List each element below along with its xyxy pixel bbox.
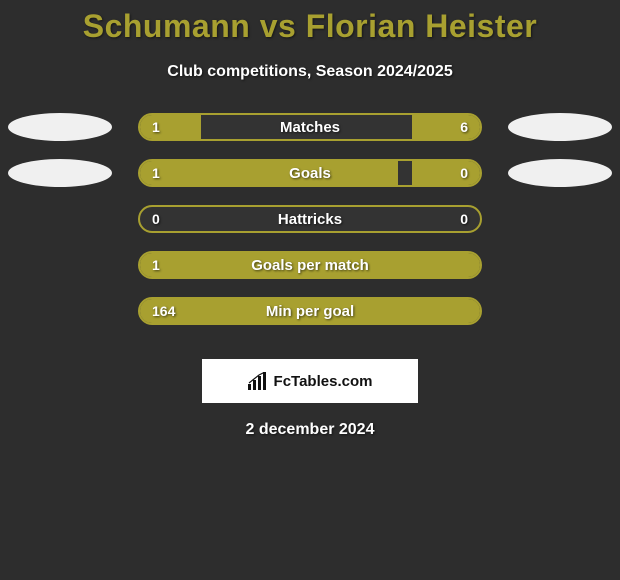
stat-row: Min per goal164	[0, 297, 620, 343]
stat-value-right: 0	[460, 207, 468, 231]
stat-value-left: 164	[152, 299, 175, 323]
stat-bar: Goals1 0	[138, 159, 482, 187]
page-subtitle: Club competitions, Season 2024/2025	[0, 63, 620, 81]
stat-label: Goals	[140, 161, 480, 185]
player-avatar-right	[508, 113, 612, 141]
player-avatar-right	[508, 159, 612, 187]
page-title: Schumann vs Florian Heister	[0, 0, 620, 45]
brand-logo: FcTables.com	[248, 372, 373, 390]
stat-bar: Matches1 6	[138, 113, 482, 141]
brand-text: FcTables.com	[274, 373, 373, 390]
stat-label: Goals per match	[140, 253, 480, 277]
stat-value-left: 1	[152, 161, 160, 185]
stat-row: Hattricks0 0	[0, 205, 620, 251]
date-label: 2 december 2024	[0, 421, 620, 439]
stat-label: Matches	[140, 115, 480, 139]
stat-value-left: 0	[152, 207, 160, 231]
stat-value-right: 6	[460, 115, 468, 139]
player-avatar-left	[8, 159, 112, 187]
bar-chart-icon	[248, 372, 270, 390]
stat-value-right: 0	[460, 161, 468, 185]
stat-value-left: 1	[152, 253, 160, 277]
stat-bar: Hattricks0 0	[138, 205, 482, 233]
stat-label: Hattricks	[140, 207, 480, 231]
comparison-container: Schumann vs Florian Heister Club competi…	[0, 0, 620, 439]
stat-row: Goals1 0	[0, 159, 620, 205]
stat-row: Matches1 6	[0, 113, 620, 159]
stat-bar: Goals per match1	[138, 251, 482, 279]
brand-footer: FcTables.com	[202, 359, 418, 403]
player-avatar-left	[8, 113, 112, 141]
stat-label: Min per goal	[140, 299, 480, 323]
stat-rows: Matches16Goals10Hattricks00Goals per mat…	[0, 113, 620, 343]
stat-bar: Min per goal164	[138, 297, 482, 325]
stat-value-left: 1	[152, 115, 160, 139]
stat-row: Goals per match1	[0, 251, 620, 297]
